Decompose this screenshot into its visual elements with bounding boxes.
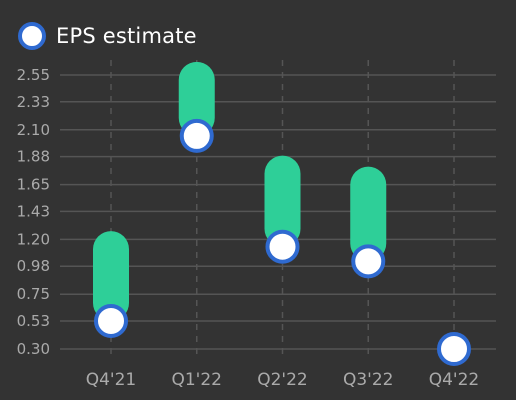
y-tick-label: 0.75 xyxy=(17,285,50,303)
legend-label: EPS estimate xyxy=(56,24,197,48)
x-tick-label: Q2'22 xyxy=(257,370,308,390)
eps-markers xyxy=(94,118,471,366)
eps-marker xyxy=(351,244,386,279)
x-tick-label: Q1'22 xyxy=(171,370,222,390)
eps-marker xyxy=(94,303,128,338)
x-tick-label: Q3'22 xyxy=(343,370,394,390)
range-bar xyxy=(178,61,215,136)
range-bar xyxy=(350,166,387,262)
range-bar xyxy=(93,231,129,321)
y-tick-label: 1.43 xyxy=(17,202,50,220)
y-tick-label: 1.88 xyxy=(17,148,50,166)
y-tick-label: 0.98 xyxy=(17,257,50,275)
eps-marker xyxy=(437,332,471,366)
x-axis-ticks: Q4'21 Q1'22 Q2'22 Q3'22 Q4'22 xyxy=(86,370,480,390)
eps-marker xyxy=(265,229,300,264)
y-tick-label: 0.30 xyxy=(17,340,50,358)
y-tick-label: 2.10 xyxy=(17,121,50,139)
legend[interactable]: EPS estimate xyxy=(18,18,197,54)
x-tick-label: Q4'22 xyxy=(429,370,480,390)
legend-marker-icon xyxy=(18,22,46,50)
y-tick-label: 1.65 xyxy=(17,176,50,194)
y-tick-label: 1.20 xyxy=(17,230,50,248)
y-tick-label: 2.33 xyxy=(17,93,50,111)
y-tick-label: 0.53 xyxy=(17,312,50,330)
eps-marker xyxy=(179,118,214,153)
y-axis-ticks: 0.30 0.53 0.75 0.98 1.20 1.43 1.65 1.88 2.10 2.33… xyxy=(17,66,50,358)
x-tick-label: Q4'21 xyxy=(86,370,137,390)
range-bars xyxy=(93,61,387,321)
range-bar xyxy=(264,155,301,247)
y-tick-label: 2.55 xyxy=(17,66,50,84)
